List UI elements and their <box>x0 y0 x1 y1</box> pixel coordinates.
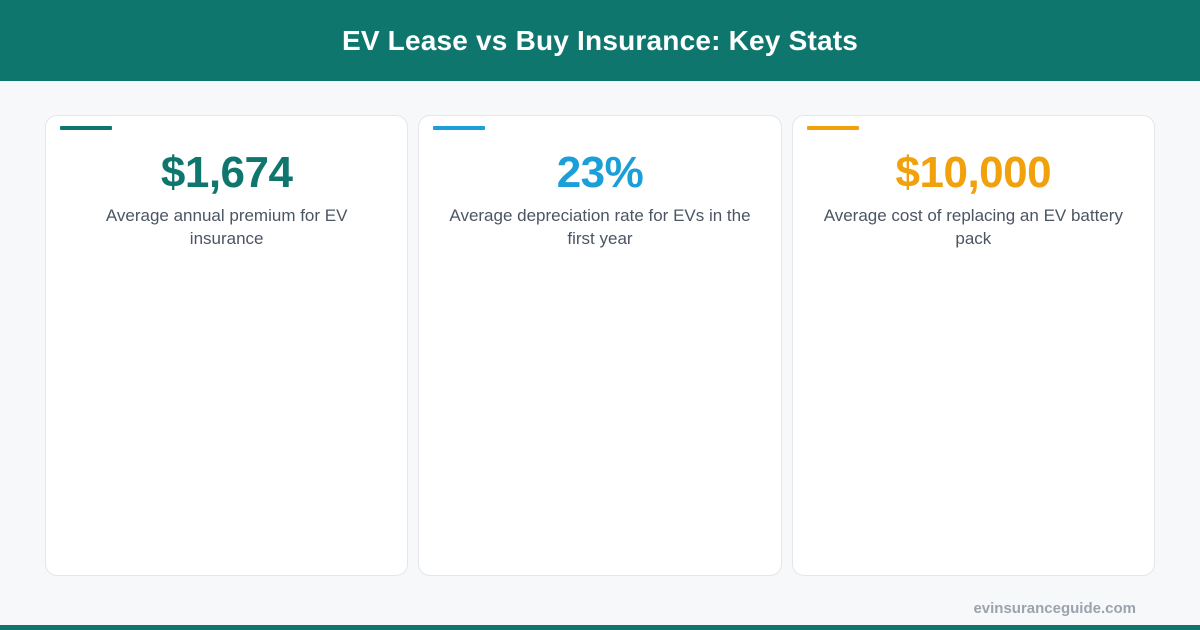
accent-bar <box>433 126 486 130</box>
stat-value: $10,000 <box>895 148 1052 197</box>
stat-card-premium: $1,674 Average annual premium for EV ins… <box>45 115 409 576</box>
stat-cards: $1,674 Average annual premium for EV ins… <box>45 115 1155 576</box>
stat-card-battery: $10,000 Average cost of replacing an EV … <box>791 115 1155 576</box>
accent-bar <box>806 126 859 130</box>
stat-description: Average annual premium for EV insurance <box>105 206 348 248</box>
stat-value: $1,674 <box>160 148 293 197</box>
page-title: EV Lease vs Buy Insurance: Key Stats <box>341 24 859 56</box>
stat-description: Average depreciation rate for EVs in the… <box>449 206 751 248</box>
bottom-accent-bar <box>0 625 1200 630</box>
footer-site-name: evinsuranceguide.com <box>973 600 1136 617</box>
stat-description: Average cost of replacing an EV battery … <box>823 206 1123 248</box>
stat-value: 23% <box>556 148 644 197</box>
accent-bar <box>60 126 112 130</box>
stat-card-depreciation: 23% Average depreciation rate for EVs in… <box>418 115 782 576</box>
header-banner: EV Lease vs Buy Insurance: Key Stats <box>0 0 1200 81</box>
